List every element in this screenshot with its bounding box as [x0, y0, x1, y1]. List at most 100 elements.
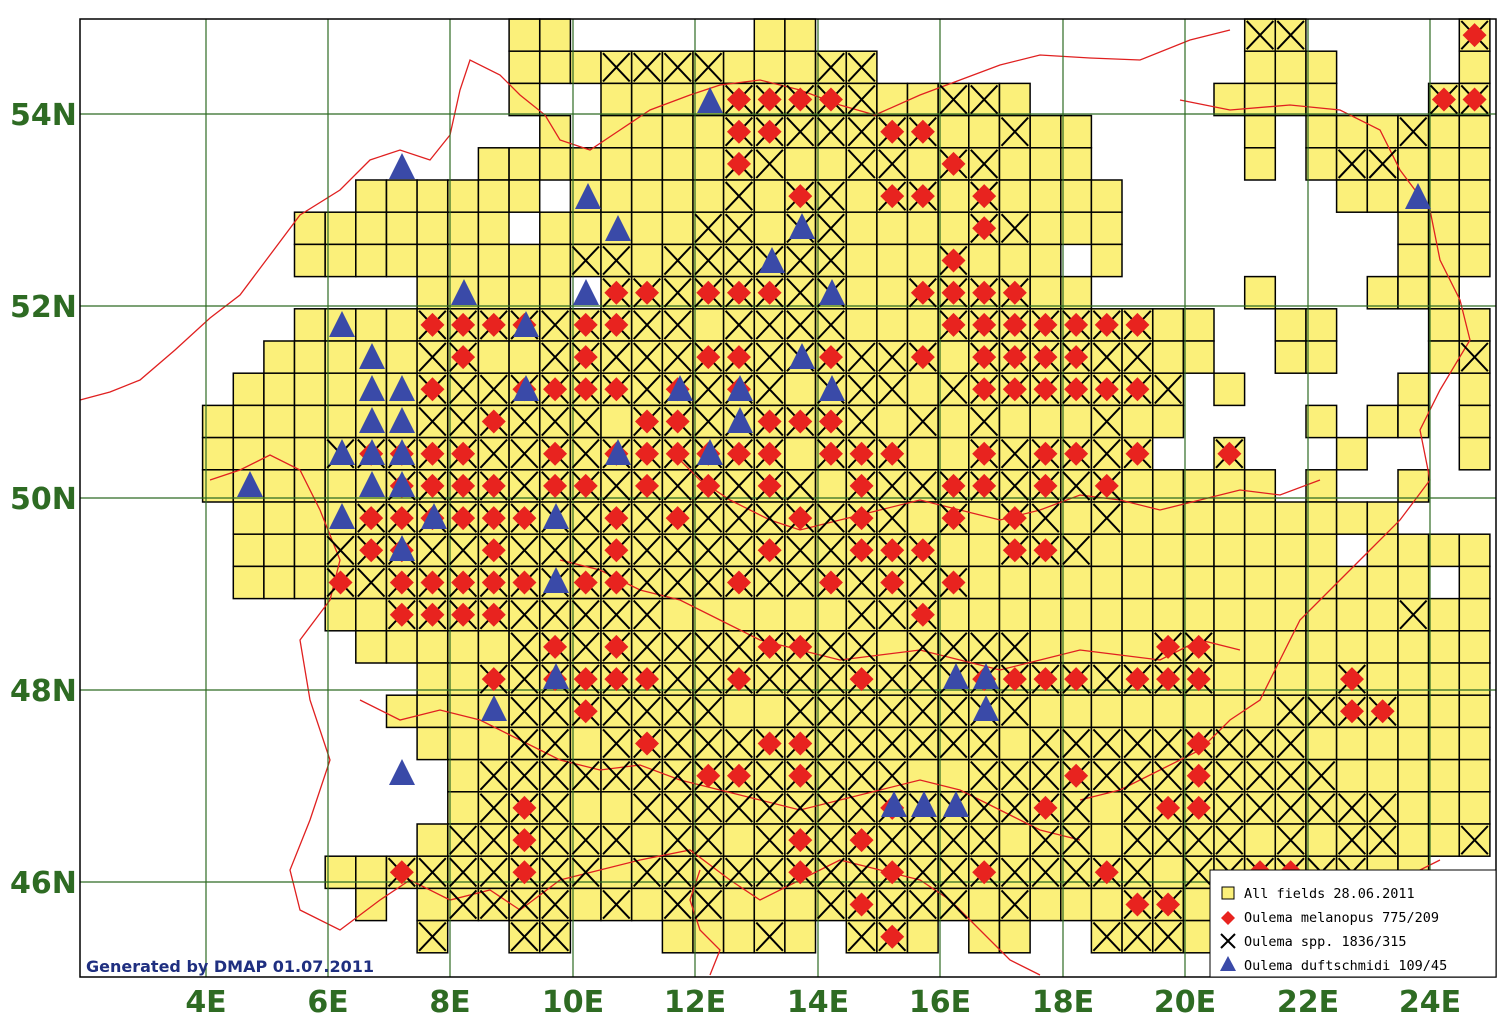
diamond-marker [1033, 441, 1058, 466]
cross-marker [1276, 760, 1305, 791]
cross-marker [694, 503, 723, 533]
grid-cell [1029, 147, 1062, 181]
triangle-marker [421, 503, 447, 529]
cross-marker [908, 728, 937, 759]
cross-marker [1337, 149, 1367, 179]
grid-cell [1121, 469, 1154, 503]
diamond-marker [1125, 312, 1150, 337]
cross-marker [724, 213, 754, 244]
grid-cell [630, 179, 664, 213]
grid-cell [1458, 179, 1491, 213]
diamond-marker [788, 506, 813, 531]
diamond-marker [788, 184, 813, 209]
cross-marker [571, 599, 600, 630]
cross-marker [541, 535, 570, 566]
grid-cell [1305, 469, 1338, 503]
diamond-marker [481, 312, 506, 337]
diamond-marker [1462, 23, 1487, 48]
cross-marker [755, 567, 784, 598]
diamond-marker [1094, 312, 1119, 337]
grid-cell [876, 275, 909, 310]
diamond-marker [941, 473, 966, 498]
diamond-marker [880, 570, 905, 595]
grid-cell [324, 404, 357, 439]
grid-cell [293, 243, 326, 278]
diamond-marker [1064, 441, 1089, 466]
diamond-marker [1002, 280, 1027, 305]
legend-item-melanopus: Oulema melanopus 775/209 [1221, 910, 1439, 926]
grid-cell [1458, 694, 1491, 729]
cross-marker [632, 503, 662, 533]
grid-cell [1121, 565, 1154, 600]
grid-cell [1427, 340, 1460, 374]
grid-cell [1152, 501, 1185, 535]
cross-marker [878, 374, 907, 405]
cross-marker [970, 728, 999, 759]
grid-cell [1090, 565, 1123, 600]
grid-cell [845, 179, 878, 213]
grid-cell [1366, 565, 1399, 600]
grid-cell [1121, 597, 1154, 632]
cross-marker [602, 825, 631, 855]
grid-cell [1397, 565, 1430, 600]
diamond-marker [389, 602, 414, 627]
cross-marker [694, 52, 723, 83]
cross-marker [1000, 116, 1029, 147]
diamond-marker [818, 441, 843, 466]
grid-cell [1121, 533, 1154, 568]
cross-marker [939, 696, 968, 727]
grid-cell [447, 726, 480, 761]
diamond-marker [1217, 441, 1242, 466]
cross-marker [724, 181, 754, 211]
cross-marker [541, 825, 570, 855]
grid-cell [1335, 630, 1368, 664]
diamond-marker [726, 119, 751, 144]
grid-cell [1182, 694, 1215, 729]
cross-marker [1062, 857, 1091, 888]
grid-cell [1366, 597, 1399, 632]
grid-cell [937, 436, 970, 471]
cross-marker [878, 342, 907, 372]
grid-cell [1274, 340, 1307, 374]
grid-cell [1305, 726, 1338, 761]
cross-marker [755, 342, 784, 372]
grid-cell [1458, 758, 1491, 793]
cross-marker [449, 857, 478, 888]
diamond-marker [1033, 667, 1058, 692]
grid-cell [1243, 50, 1277, 85]
grid-cell [1274, 50, 1307, 85]
grid-cell [1397, 404, 1430, 439]
grid-cell [324, 855, 357, 890]
grid-cell [753, 597, 786, 632]
grid-cell [1458, 243, 1491, 278]
grid-cell [1397, 243, 1430, 278]
grid-cell [1458, 50, 1491, 85]
cross-marker [1062, 825, 1091, 855]
grid-cell [477, 275, 510, 310]
grid-cell [416, 211, 449, 246]
grid-cell [1060, 275, 1093, 310]
grid-cell [263, 404, 296, 439]
cross-marker [1368, 149, 1397, 179]
triangle-marker [359, 407, 385, 433]
cross-marker [632, 760, 662, 791]
grid-cell [232, 533, 265, 568]
cross-marker [970, 760, 999, 791]
square-icon [1221, 886, 1235, 900]
grid-cell [447, 791, 480, 825]
grid-cell [1458, 308, 1491, 342]
cross-marker [816, 728, 845, 759]
cross-marker [571, 825, 600, 855]
grid-cell [324, 243, 357, 278]
cross-marker [908, 889, 937, 920]
cross-marker [541, 310, 570, 340]
cross-marker [1276, 728, 1305, 759]
cross-marker [1031, 760, 1060, 791]
diamond-marker [1339, 699, 1364, 724]
grid-cell [1427, 823, 1460, 857]
grid-cell [1305, 308, 1338, 342]
diamond-marker [696, 345, 721, 370]
grid-cell [784, 147, 817, 181]
diamond-marker [1156, 667, 1181, 692]
